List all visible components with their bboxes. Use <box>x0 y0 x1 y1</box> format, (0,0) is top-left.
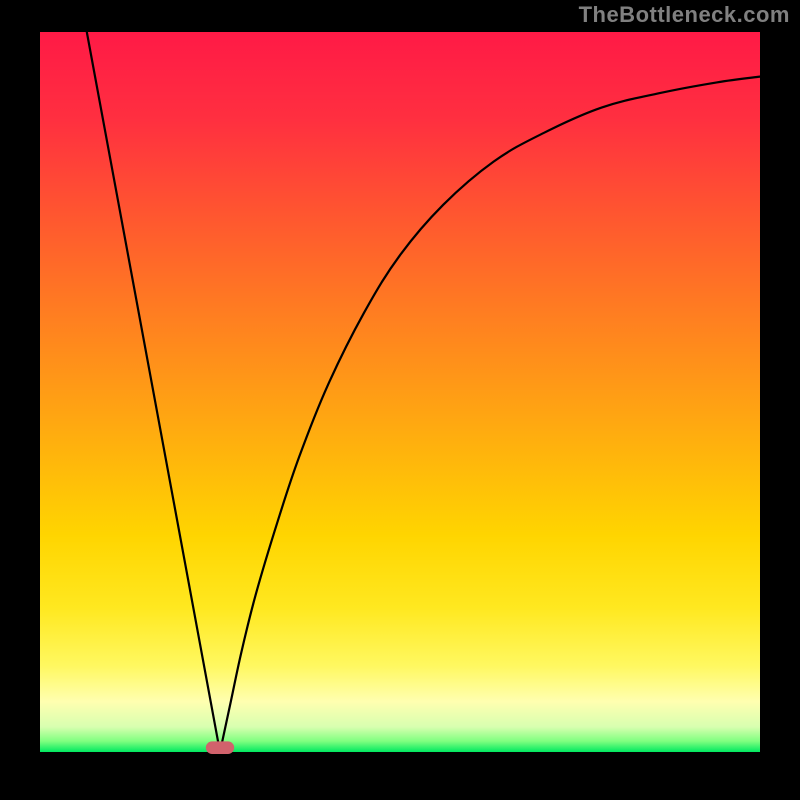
watermark-text: TheBottleneck.com <box>579 2 790 28</box>
chart-container: TheBottleneck.com <box>0 0 800 800</box>
optimum-marker <box>0 0 800 800</box>
